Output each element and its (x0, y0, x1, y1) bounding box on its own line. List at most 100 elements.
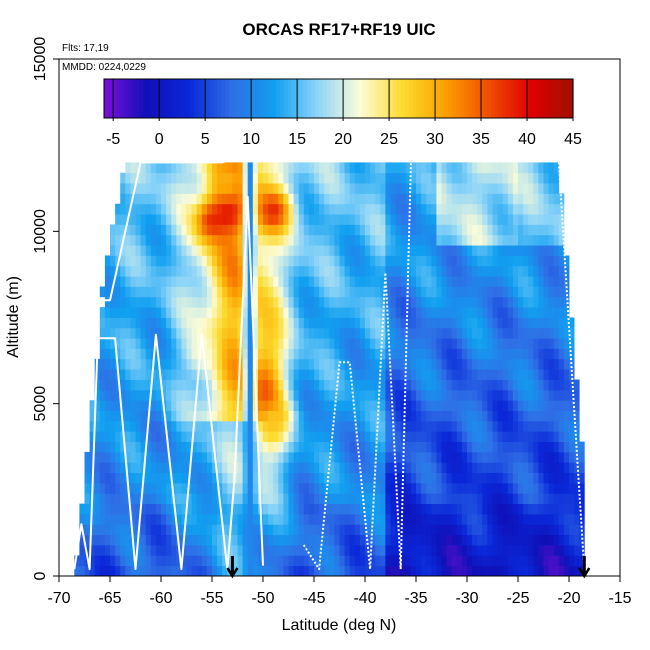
heatmap-cell (461, 565, 468, 577)
heatmap-cell (431, 503, 437, 515)
heatmap-cell (196, 555, 203, 567)
heatmap-cell (268, 555, 274, 567)
heatmap-cell (507, 317, 514, 329)
heatmap-cell (370, 431, 376, 442)
heatmap-cell (375, 327, 381, 339)
heatmap-cell (523, 534, 529, 546)
heatmap-cell (268, 327, 274, 339)
heatmap-cell (390, 327, 396, 339)
heatmap-cell (232, 172, 238, 184)
heatmap-cell (344, 472, 351, 484)
heatmap-cell (273, 162, 279, 174)
heatmap-cell (456, 286, 463, 298)
heatmap-cell (512, 327, 519, 339)
heatmap-cell (467, 317, 473, 329)
heatmap-cell (278, 317, 284, 329)
heatmap-cell (191, 203, 198, 215)
heatmap-cell (293, 451, 300, 463)
heatmap-cell (497, 555, 504, 567)
heatmap-cell (110, 503, 116, 515)
heatmap-cell (171, 379, 177, 391)
heatmap-cell (217, 317, 223, 329)
heatmap-cell (538, 307, 544, 318)
heatmap-cell (314, 379, 320, 391)
heatmap-cell (257, 317, 264, 329)
heatmap-cell (553, 183, 560, 194)
heatmap-cell (446, 513, 453, 525)
heatmap-cell (125, 255, 131, 267)
heatmap-cell (431, 296, 437, 308)
heatmap-cell (201, 296, 208, 308)
heatmap-cell (497, 276, 504, 287)
heatmap-cell (523, 441, 529, 453)
heatmap-cell (416, 389, 422, 401)
heatmap-cell (278, 193, 284, 205)
heatmap-cell (492, 482, 498, 494)
heatmap-cell (375, 286, 381, 298)
heatmap-cell (416, 410, 422, 422)
heatmap-cell (145, 482, 152, 494)
heatmap-cell (329, 162, 335, 174)
heatmap-cell (191, 338, 198, 349)
heatmap-cell (400, 534, 407, 546)
heatmap-cell (400, 379, 407, 391)
x-axis-label: Latitude (deg N) (282, 617, 397, 634)
heatmap-cell (563, 503, 570, 515)
heatmap-cell (339, 307, 345, 318)
heatmap-cell (441, 358, 447, 370)
heatmap-cell (436, 172, 442, 184)
heatmap-cell (288, 379, 294, 391)
heatmap-cell (257, 172, 264, 184)
heatmap-cell (553, 472, 560, 484)
heatmap-cell (115, 431, 121, 442)
heatmap-cell (324, 555, 330, 567)
heatmap-cell (278, 224, 284, 236)
heatmap-cell (303, 513, 310, 525)
heatmap-cell (339, 410, 345, 422)
heatmap-cell (334, 276, 340, 287)
heatmap-cell (140, 224, 147, 236)
heatmap-cell (222, 172, 228, 184)
heatmap-cell (436, 183, 442, 194)
heatmap-cell (558, 482, 565, 494)
heatmap-cell (410, 317, 417, 329)
heatmap-cell (523, 338, 529, 349)
heatmap-cell (222, 183, 228, 194)
heatmap-cell (365, 172, 371, 184)
heatmap-cell (232, 338, 238, 349)
heatmap-cell (538, 255, 544, 267)
heatmap-cell (252, 431, 259, 442)
heatmap-cell (104, 410, 111, 422)
heatmap-cell (324, 462, 330, 473)
heatmap-cell (380, 524, 386, 536)
heatmap-cell (268, 544, 274, 556)
heatmap-cell (385, 172, 391, 184)
heatmap-cell (150, 524, 157, 536)
heatmap-cell (99, 524, 106, 536)
colorbar-segment (146, 79, 152, 118)
heatmap-cell (237, 265, 243, 277)
heatmap-cell (104, 358, 111, 370)
heatmap-cell (166, 513, 172, 525)
heatmap-cell (171, 183, 177, 194)
heatmap-cell (339, 203, 345, 215)
heatmap-cell (227, 276, 233, 287)
heatmap-cell (339, 503, 345, 515)
heatmap-cell (242, 203, 249, 215)
heatmap-cell (370, 214, 376, 225)
heatmap-cell (507, 348, 514, 360)
heatmap-cell (314, 513, 320, 525)
heatmap-cell (467, 400, 473, 411)
heatmap-cell (324, 420, 330, 432)
heatmap-cell (538, 183, 544, 194)
colorbar-segment (408, 79, 414, 118)
colorbar-segment (471, 79, 476, 118)
heatmap-cell (314, 451, 320, 463)
heatmap-cell (319, 472, 325, 484)
heatmap-cell (329, 224, 335, 236)
heatmap-cell (436, 441, 442, 453)
heatmap-cell (288, 224, 294, 236)
heatmap-cell (298, 172, 305, 184)
heatmap-cell (288, 431, 294, 442)
heatmap-cell (308, 379, 315, 391)
